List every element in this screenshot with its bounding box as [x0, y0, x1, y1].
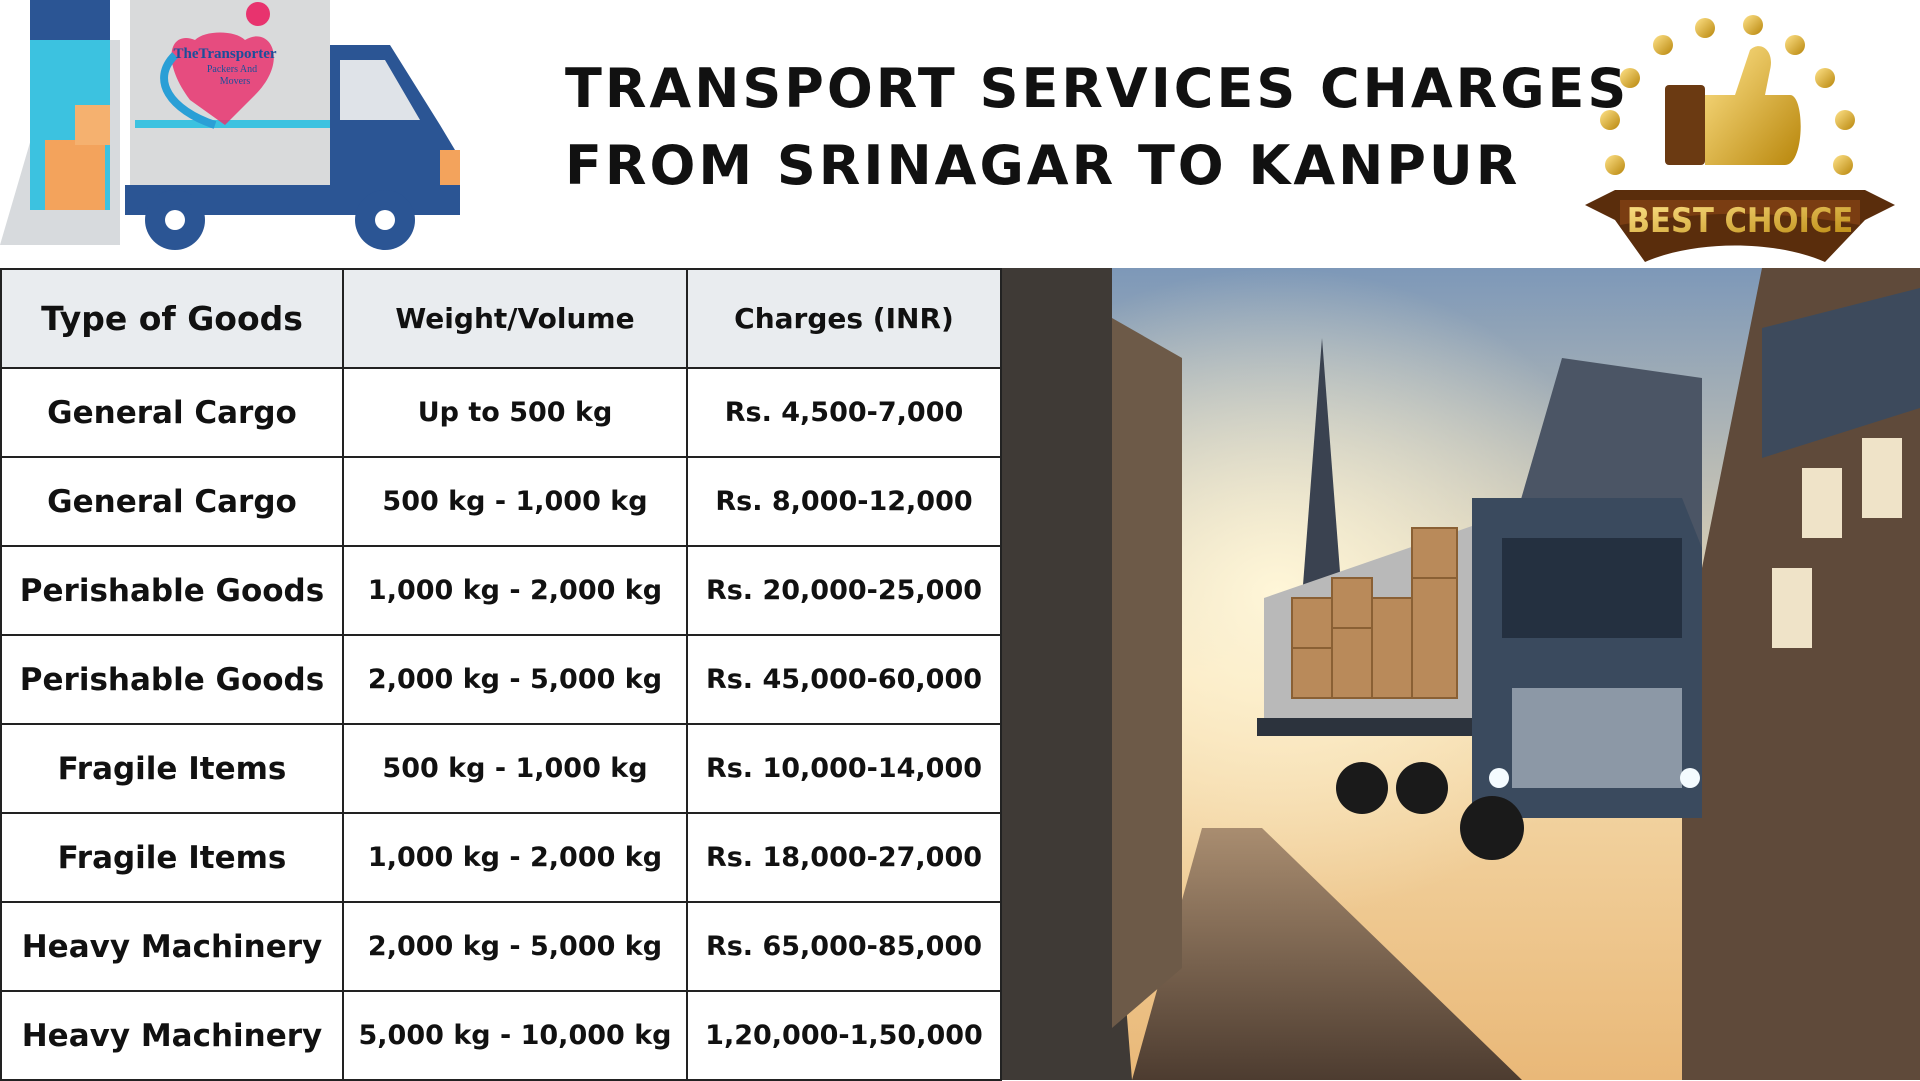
table-row: Perishable Goods 2,000 kg - 5,000 kg Rs. 4… [0, 634, 1002, 725]
table-cell: 1,000 kg - 2,000 kg [342, 545, 688, 636]
table-cell: Heavy Machinery [0, 901, 344, 992]
table-cell: General Cargo [0, 456, 344, 547]
table-row: General Cargo Up to 500 kg Rs. 4,500-7,000 [0, 367, 1002, 458]
table-cell: Rs. 4,500-7,000 [686, 367, 1002, 458]
stars [1600, 15, 1855, 175]
table-cell: General Cargo [0, 367, 344, 458]
table-cell: 500 kg - 1,000 kg [342, 723, 688, 814]
table-cell: 5,000 kg - 10,000 kg [342, 990, 688, 1081]
logo-text: TheTransporter [173, 46, 276, 62]
table-cell: Rs. 10,000-14,000 [686, 723, 1002, 814]
table-cell: Rs. 65,000-85,000 [686, 901, 1002, 992]
table-cell: 2,000 kg - 5,000 kg [342, 901, 688, 992]
photo [1002, 268, 1920, 1080]
table-cell: Heavy Machinery [0, 990, 344, 1081]
table-cell: Perishable Goods [0, 545, 344, 636]
badge-label: BEST CHOICE [1627, 201, 1854, 241]
table-cell: Rs. 20,000-25,000 [686, 545, 1002, 636]
title-line: FROM SRINAGAR TO KANPUR [565, 134, 1521, 197]
table-cell: 500 kg - 1,000 kg [342, 456, 688, 547]
table-row: Fragile Items 500 kg - 1,000 kg Rs. 10,000… [0, 723, 1002, 814]
table-cell: Fragile Items [0, 723, 344, 814]
title-line: TRANSPORT SERVICES CHARGES [565, 57, 1630, 120]
table-cell: 1,20,000-1,50,000 [686, 990, 1002, 1081]
table-cell: 2,000 kg - 5,000 kg [342, 634, 688, 725]
column-header: Weight/Volume [342, 268, 688, 369]
table-cell: Fragile Items [0, 812, 344, 903]
table-cell: Rs. 45,000-60,000 [686, 634, 1002, 725]
title: TRANSPORT SERVICES CHARGES FROM SRINAGAR… [565, 50, 1629, 204]
header-row: Type of Goods Weight/Volume Charges (INR… [0, 268, 1002, 369]
table-cell: Perishable Goods [0, 634, 344, 725]
table-cell: Rs. 18,000-27,000 [686, 812, 1002, 903]
table-row: Fragile Items 1,000 kg - 2,000 kg Rs. 18,0… [0, 812, 1002, 903]
table-row: General Cargo 500 kg - 1,000 kg Rs. 8,000-… [0, 456, 1002, 547]
logo-truck: TheTransporter Packers And Movers [0, 0, 460, 250]
table-cell: Up to 500 kg [342, 367, 688, 458]
column-header: Charges (INR) [686, 268, 1002, 369]
table-row: Heavy Machinery 5,000 kg - 10,000 kg 1,20,… [0, 990, 1002, 1081]
table-body: General Cargo Up to 500 kg Rs. 4,500-7,000… [0, 367, 1002, 1081]
logo-text: Movers [220, 76, 251, 87]
column-header: Type of Goods [0, 268, 344, 369]
charges-table: Type of Goods Weight/Volume Charges (INR… [0, 268, 1002, 1081]
table-cell: Rs. 8,000-12,000 [686, 456, 1002, 547]
table-cell: 1,000 kg - 2,000 kg [342, 812, 688, 903]
table-row: Perishable Goods 1,000 kg - 2,000 kg Rs. 2… [0, 545, 1002, 636]
logo-text: Packers And [207, 64, 257, 75]
badge: BEST CHOICE [1585, 15, 1895, 262]
table-row: Heavy Machinery 2,000 kg - 5,000 kg Rs. 65… [0, 901, 1002, 992]
